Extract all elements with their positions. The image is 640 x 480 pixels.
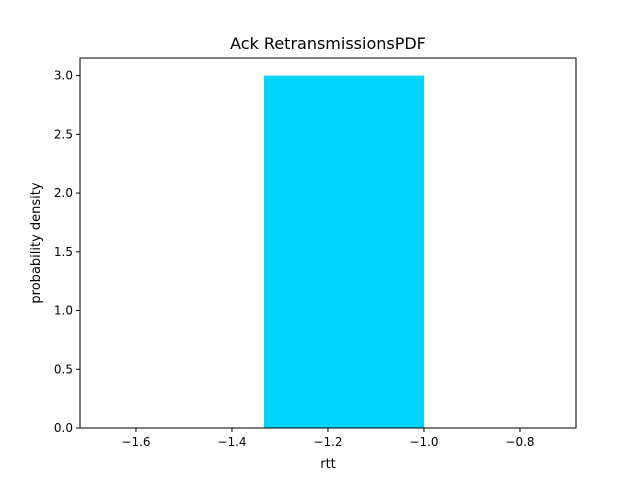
x-tick-label: −1.6: [121, 435, 150, 449]
x-tick-label: −0.8: [505, 435, 534, 449]
chart-title: Ack RetransmissionsPDF: [230, 34, 426, 53]
x-axis-label: rtt: [320, 457, 336, 472]
x-tick-label: −1.4: [217, 435, 246, 449]
y-tick-label: 0.0: [54, 421, 73, 435]
y-tick-label: 1.5: [54, 245, 73, 259]
y-axis-label: probability density: [29, 182, 44, 303]
y-axis-ticks: 0.0 0.5 1.0 1.5 2.0 2.5 3.0: [54, 69, 80, 435]
y-tick-label: 2.5: [54, 127, 73, 141]
x-tick-label: −1.0: [409, 435, 438, 449]
y-tick-label: 1.0: [54, 304, 73, 318]
bar-0: [263, 75, 424, 428]
y-tick-label: 2.0: [54, 186, 73, 200]
bars-layer: [263, 75, 424, 428]
y-tick-label: 3.0: [54, 69, 73, 83]
y-tick-label: 0.5: [54, 362, 73, 376]
x-tick-label: −1.2: [313, 435, 342, 449]
x-axis-ticks: −1.6 −1.4 −1.2 −1.0 −0.8: [121, 428, 535, 449]
